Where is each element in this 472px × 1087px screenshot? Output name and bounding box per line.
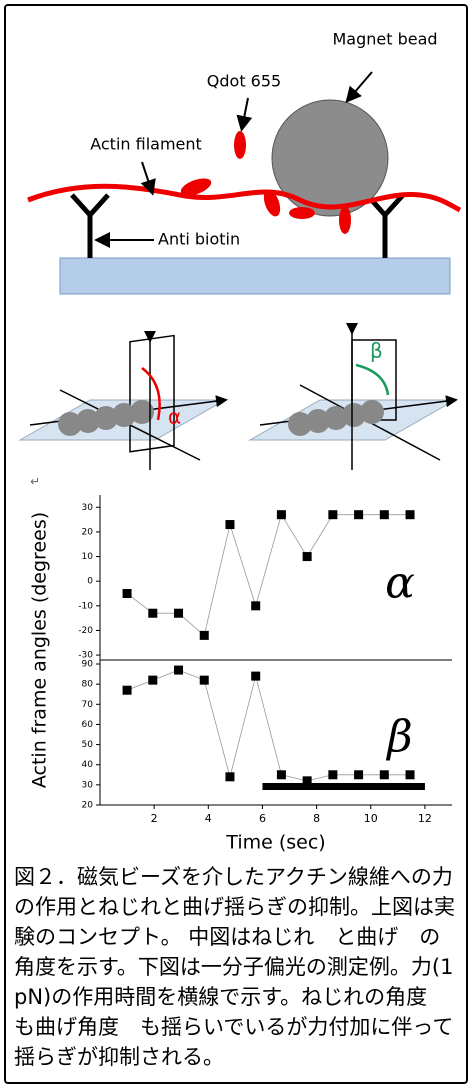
angle-diagram-alpha: α (20, 336, 225, 470)
caption: 図２．磁気ビーズを介したアクチン線維への力の作用とねじれと曲げ揺らぎの抑制。上図… (14, 862, 458, 1072)
x-tick-label: 4 (205, 812, 212, 825)
y-tick-label: 30 (82, 503, 94, 513)
data-point (354, 770, 363, 779)
y-tick-label: 90 (82, 660, 94, 670)
y-tick-label: 70 (82, 700, 94, 710)
series-line (127, 515, 410, 636)
series-line (127, 670, 410, 781)
data-point (354, 510, 363, 519)
x-axis-label: Time (sec) (225, 832, 325, 854)
label: Qdot 655 (207, 72, 281, 91)
y-tick-label: -20 (78, 626, 93, 636)
angle-label: β (370, 339, 383, 363)
y-tick-label: 30 (82, 780, 94, 790)
y-tick-label: -10 (78, 601, 93, 611)
angle-diagram-beta: β (250, 332, 455, 470)
data-point (148, 609, 157, 618)
data-point (225, 772, 234, 781)
label: Magnet bead (332, 30, 437, 49)
data-point (380, 770, 389, 779)
y-tick-label: 20 (82, 527, 94, 537)
y-tick-label: 20 (82, 801, 94, 811)
panel-annotation: α (385, 557, 415, 608)
return-mark: ↵ (30, 475, 40, 489)
x-tick-label: 12 (418, 812, 432, 825)
data-point (251, 601, 260, 610)
figure: Magnet bead Qdot 655 Actin filament Anti… (0, 0, 472, 860)
data-point (406, 770, 415, 779)
x-tick-label: 6 (259, 812, 266, 825)
x-tick-label: 2 (151, 812, 158, 825)
data-point (328, 510, 337, 519)
data-point (148, 676, 157, 685)
data-point (225, 520, 234, 529)
data-point (380, 510, 389, 519)
y-tick-label: 40 (82, 760, 94, 770)
y-tick-label: 80 (82, 680, 94, 690)
data-point (123, 686, 132, 695)
x-tick-label: 10 (364, 812, 378, 825)
data-point (277, 770, 286, 779)
data-point (303, 776, 312, 785)
y-axis-label: Actin frame angles (degrees) (29, 512, 51, 788)
data-point (406, 510, 415, 519)
y-tick-label: 50 (82, 740, 94, 750)
force-bar (262, 783, 424, 790)
data-point (303, 552, 312, 561)
y-tick-label: 10 (82, 552, 94, 562)
panel-annotation: β (385, 711, 412, 762)
data-point (251, 672, 260, 681)
label: Anti biotin (158, 230, 240, 249)
data-point (174, 666, 183, 675)
y-tick-label: 0 (87, 577, 93, 587)
x-tick-label: 8 (313, 812, 320, 825)
data-point (328, 770, 337, 779)
data-point (277, 510, 286, 519)
data-point (200, 631, 209, 640)
label: Actin filament (90, 135, 202, 154)
y-tick-label: 60 (82, 720, 94, 730)
angle-label: α (168, 405, 181, 429)
glass-slide (60, 258, 450, 294)
data-point (174, 609, 183, 618)
data-point (200, 676, 209, 685)
data-point (123, 589, 132, 598)
page: Magnet bead Qdot 655 Actin filament Anti… (0, 0, 472, 1087)
